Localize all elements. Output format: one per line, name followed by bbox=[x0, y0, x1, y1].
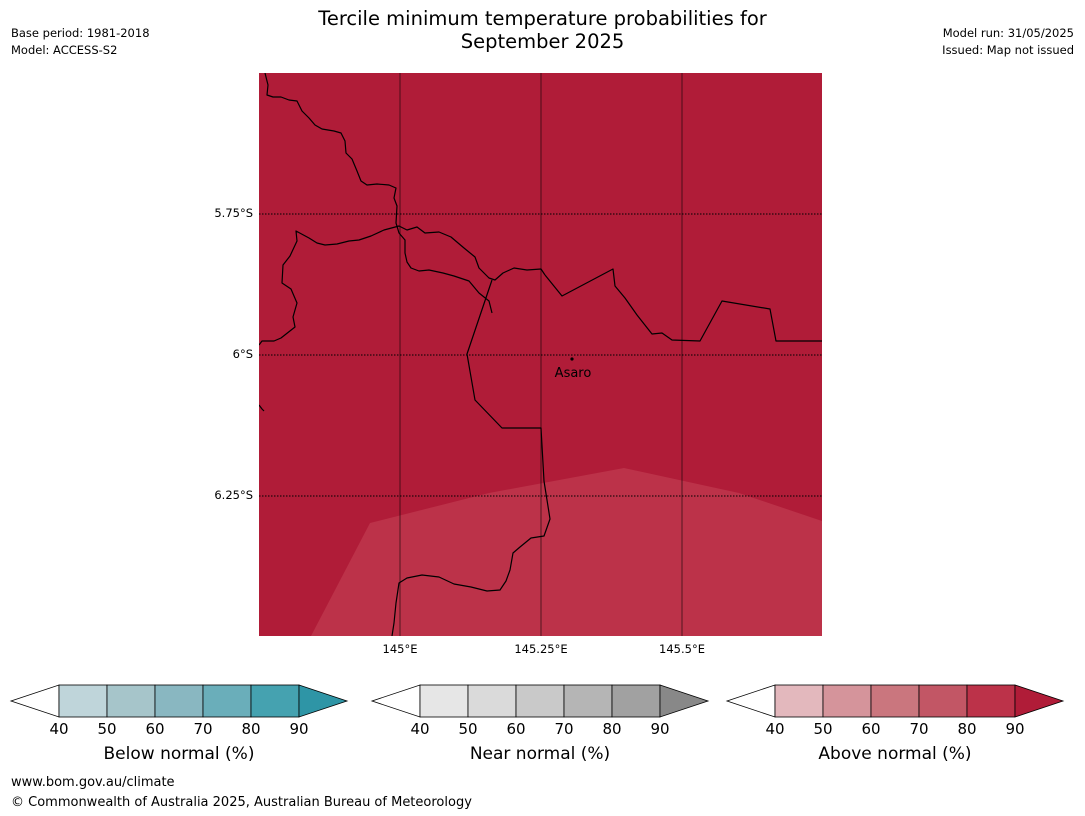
legend-below-normal-swatch-40-50 bbox=[58, 684, 108, 718]
boundary-east bbox=[391, 279, 551, 637]
map-title-line-1: Tercile minimum temperature probabilitie… bbox=[318, 7, 767, 30]
boundary-north bbox=[264, 72, 493, 314]
boundary-west-edge bbox=[258, 404, 265, 412]
legend-above-normal-swatch-80-90 bbox=[966, 684, 1016, 718]
legend-below-normal-extend-max bbox=[298, 684, 349, 718]
legend-near-normal-bar: 40 50 60 70 80 90 bbox=[370, 684, 710, 734]
lon-label-145-25: 145.25°E bbox=[514, 642, 568, 656]
legend-above-normal-tick: 50 bbox=[813, 720, 832, 734]
legend-below-normal-tick: 60 bbox=[145, 720, 164, 734]
legend-below-normal-extend-min bbox=[9, 684, 60, 718]
place-marker-dot[interactable] bbox=[570, 357, 574, 361]
boundary-west bbox=[258, 225, 546, 346]
legend-near-normal-swatch-50-60 bbox=[467, 684, 517, 718]
model-run-text: Model run: 31/05/2025 bbox=[942, 26, 1074, 40]
place-label-asaro: Asaro bbox=[555, 366, 592, 381]
meta-right: Model run: 31/05/2025 Issued: Map not is… bbox=[942, 25, 1074, 59]
legend-above-normal-swatch-40-50 bbox=[774, 684, 824, 718]
legend-above-normal-extend-min bbox=[725, 684, 776, 718]
legend-below-normal-swatch-60-70 bbox=[154, 684, 204, 718]
meta-left: Base period: 1981-2018 Model: ACCESS-S2 bbox=[11, 25, 150, 59]
legend-above-normal-bar: 40 50 60 70 80 90 bbox=[725, 684, 1065, 734]
footer-copyright: © Commonwealth of Australia 2025, Austra… bbox=[11, 795, 472, 810]
legend-above-normal-swatch-50-60 bbox=[822, 684, 872, 718]
legend-below-normal-tick: 40 bbox=[49, 720, 68, 734]
legend-near-normal-tick: 50 bbox=[458, 720, 477, 734]
legend-above-normal-swatch-60-70 bbox=[870, 684, 920, 718]
legend-above-normal-tick: 80 bbox=[957, 720, 976, 734]
legend-below-normal-swatch-80-90 bbox=[250, 684, 300, 718]
legend-above-normal-tick: 60 bbox=[861, 720, 880, 734]
legend-below-normal-tick: 70 bbox=[193, 720, 212, 734]
legend-below-normal-tick: 50 bbox=[97, 720, 116, 734]
map-title: Tercile minimum temperature probabilitie… bbox=[0, 7, 1085, 53]
legend-near-normal-swatch-80-90 bbox=[611, 684, 661, 718]
model-text: Model: ACCESS-S2 bbox=[11, 43, 118, 57]
legend-below-normal-swatch-50-60 bbox=[106, 684, 156, 718]
province-boundaries bbox=[258, 72, 822, 637]
footer-website-link[interactable]: www.bom.gov.au/climate bbox=[11, 775, 175, 790]
lon-label-145: 145°E bbox=[382, 642, 418, 656]
legend-above-normal-extend-max bbox=[1014, 684, 1065, 718]
legend-near-normal-swatch-70-80 bbox=[563, 684, 613, 718]
legend-near-normal-extend-min bbox=[370, 684, 421, 718]
map-title-line-2: September 2025 bbox=[460, 30, 625, 53]
lat-label-6-25: 6.25°S bbox=[214, 488, 253, 502]
legend-below-normal-tick: 80 bbox=[241, 720, 260, 734]
map-svg: Asaro bbox=[258, 72, 822, 637]
legend-near-normal-extend-max bbox=[659, 684, 710, 718]
lat-label-6: 6°S bbox=[232, 347, 253, 361]
boundary-north-east bbox=[544, 268, 822, 342]
legend-above-normal-tick: 70 bbox=[909, 720, 928, 734]
legend-near-normal-tick: 90 bbox=[650, 720, 669, 734]
legend-above-normal-tick: 90 bbox=[1005, 720, 1024, 734]
base-period-text: Base period: 1981-2018 bbox=[11, 26, 150, 40]
legend-near-normal-label: Near normal (%) bbox=[469, 744, 611, 764]
legend-below-normal-tick: 90 bbox=[289, 720, 308, 734]
legend-near-normal-tick: 40 bbox=[410, 720, 429, 734]
legend-below-normal-bar: 40 50 60 70 80 90 bbox=[9, 684, 349, 734]
legend-above-normal-label: Above normal (%) bbox=[818, 744, 972, 764]
legend-near-normal-tick: 80 bbox=[602, 720, 621, 734]
legend-near-normal-swatch-40-50 bbox=[419, 684, 469, 718]
legend-near-normal-tick: 60 bbox=[506, 720, 525, 734]
probability-fill-above-70-80 bbox=[311, 468, 822, 636]
lat-label-5-75: 5.75°S bbox=[214, 206, 253, 220]
legend-near-normal-tick: 70 bbox=[554, 720, 573, 734]
legend-below-normal-swatch-70-80 bbox=[202, 684, 252, 718]
legend-near-normal-swatch-60-70 bbox=[515, 684, 565, 718]
issued-text: Issued: Map not issued bbox=[942, 43, 1074, 57]
lon-label-145-5: 145.5°E bbox=[659, 642, 705, 656]
map-panel[interactable]: Asaro bbox=[258, 72, 822, 637]
legend-below-normal-label: Below normal (%) bbox=[103, 744, 255, 764]
legend-above-normal-swatch-70-80 bbox=[918, 684, 968, 718]
legend-above-normal-tick: 40 bbox=[765, 720, 784, 734]
